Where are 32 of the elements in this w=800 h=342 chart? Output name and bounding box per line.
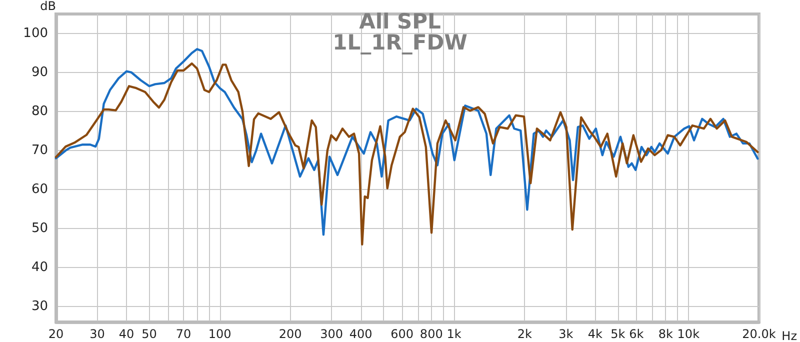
x-tick-label: 30 xyxy=(90,327,105,341)
x-tick-label: 10k xyxy=(677,327,700,341)
text: 1L_1R_FDW xyxy=(332,30,468,54)
x-tick-label: 8k xyxy=(658,327,674,341)
x-tick-label: 800 xyxy=(420,327,443,341)
y-tick-label: 40 xyxy=(31,260,48,275)
y-tick-label: 50 xyxy=(31,220,48,236)
x-tick-label: 20 xyxy=(48,327,64,341)
y-tick-label: 90 xyxy=(31,64,48,80)
y-tick-label: 100 xyxy=(23,26,48,41)
y-tick-label: 70 xyxy=(31,142,48,158)
y-axis-title: dB xyxy=(40,0,56,13)
x-tick-label: 70 xyxy=(176,327,192,341)
x-tick-label: 2k xyxy=(517,327,532,341)
x-tick-label: 1k xyxy=(446,327,462,341)
y-tick-label: 60 xyxy=(31,182,48,197)
x-tick-label: 4k xyxy=(588,327,603,341)
x-tick-label: 3k xyxy=(558,327,574,341)
x-tick-label: 400 xyxy=(349,327,372,341)
x-tick-label: 6k xyxy=(629,327,644,341)
chart-title: All SPL xyxy=(359,10,441,34)
y-tick-label: 80 xyxy=(31,104,48,119)
x-tick-label: 600 xyxy=(390,327,414,341)
x-tick-label: 5k xyxy=(610,327,626,341)
x-tick-label: 300 xyxy=(320,327,344,341)
x-tick-label: 100 xyxy=(208,327,232,341)
x-tick-label: 200 xyxy=(278,327,302,341)
x-axis-title: Hz xyxy=(782,329,798,342)
y-tick-label: 30 xyxy=(31,298,48,314)
x-tick-label: 40 xyxy=(118,327,134,341)
x-tick-label: 50 xyxy=(142,327,157,341)
x-tick-label: 20.0k xyxy=(742,327,776,341)
